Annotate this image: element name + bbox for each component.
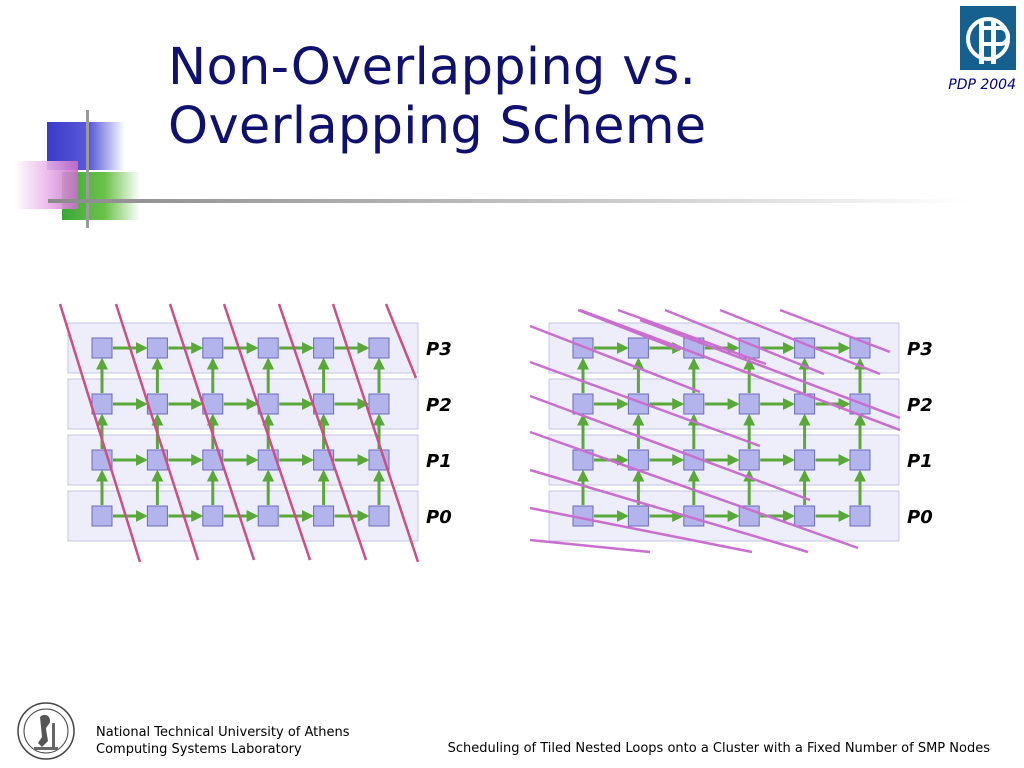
conference-logo-icon	[966, 17, 1010, 64]
hyperplane-line	[639, 318, 901, 420]
hyperplane-line	[719, 308, 881, 376]
processor-label: P3	[907, 339, 933, 360]
tile	[146, 505, 168, 527]
hyperplane-line	[529, 360, 761, 448]
hyperplane-line	[384, 303, 418, 379]
tile	[146, 337, 168, 359]
processor-label: P0	[907, 507, 933, 528]
tile	[794, 505, 816, 527]
non-overlapping-diagram: P3 P2 P1 P0	[58, 303, 452, 563]
tile	[202, 505, 224, 527]
tile	[794, 449, 816, 471]
processor-label: P0	[426, 507, 452, 528]
tile	[572, 337, 594, 359]
tile	[202, 337, 224, 359]
tile	[257, 449, 279, 471]
hyperplane-line	[529, 506, 753, 554]
tile	[202, 449, 224, 471]
tile	[146, 449, 168, 471]
processor-label: P3	[426, 339, 452, 360]
tile	[627, 337, 649, 359]
footer-institution: National Technical University of Athens …	[96, 724, 350, 758]
tile	[257, 505, 279, 527]
hyperplane-line	[779, 308, 891, 354]
tile	[91, 393, 113, 415]
tile	[683, 393, 705, 415]
hyperplane-line	[58, 303, 142, 563]
tile	[313, 505, 335, 527]
overlapping-diagram: P3 P2 P1 P0	[529, 308, 933, 554]
tile	[91, 337, 113, 359]
processor-label: P2	[907, 395, 933, 416]
tile	[368, 393, 390, 415]
hyperplane-line	[114, 303, 200, 561]
hyperplane-line	[664, 308, 825, 376]
tile	[257, 337, 279, 359]
tile	[738, 393, 760, 415]
hyperplane-line	[222, 303, 312, 561]
hyperplane-line	[529, 468, 809, 554]
hyperplane-line	[579, 308, 901, 432]
title-line-1: Non-Overlapping vs.	[168, 38, 697, 97]
tile	[313, 449, 335, 471]
university-seal-icon	[17, 702, 75, 760]
hyperplane-line	[529, 324, 701, 394]
title-line-2: Overlapping Scheme	[168, 97, 707, 157]
tile	[627, 505, 649, 527]
processor-label: P2	[426, 395, 452, 416]
footer-paper-title: Scheduling of Tiled Nested Loops onto a …	[447, 741, 990, 756]
hyperplane-line	[168, 303, 256, 561]
hyperplane-line	[529, 430, 859, 550]
hyperplane-line	[529, 538, 651, 554]
hyperplane-line	[277, 303, 368, 561]
tile	[849, 505, 871, 527]
decor-vertical-line	[86, 110, 89, 228]
hyperplane-line	[529, 394, 811, 502]
tile	[849, 449, 871, 471]
footer-lab: Computing Systems Laboratory	[96, 742, 302, 757]
title-underline	[48, 199, 968, 203]
slide-title: Non-Overlapping vs. Overlapping Scheme	[168, 38, 706, 156]
processor-label: P1	[426, 451, 452, 472]
conference-logo	[960, 6, 1016, 70]
footer-university: National Technical University of Athens	[96, 725, 350, 740]
tile	[368, 337, 390, 359]
tile	[91, 505, 113, 527]
hyperplane-line	[331, 303, 420, 563]
tile	[313, 337, 335, 359]
tile	[738, 449, 760, 471]
processor-label: P1	[907, 451, 933, 472]
tile	[572, 393, 594, 415]
hyperplane-line	[617, 308, 767, 366]
tile	[368, 505, 390, 527]
conference-label: PDP 2004	[948, 77, 1016, 93]
